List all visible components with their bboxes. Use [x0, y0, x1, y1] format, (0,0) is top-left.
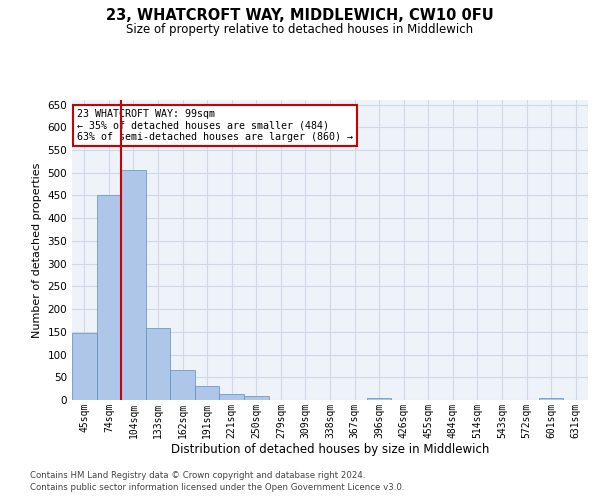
Bar [539, 398, 563, 400]
Bar [72, 333, 97, 400]
Bar [97, 196, 121, 400]
Text: Size of property relative to detached houses in Middlewich: Size of property relative to detached ho… [127, 22, 473, 36]
Bar [244, 396, 269, 400]
Bar [220, 394, 244, 400]
Text: 23, WHATCROFT WAY, MIDDLEWICH, CW10 0FU: 23, WHATCROFT WAY, MIDDLEWICH, CW10 0FU [106, 8, 494, 22]
Text: Contains public sector information licensed under the Open Government Licence v3: Contains public sector information licen… [30, 484, 404, 492]
Text: Contains HM Land Registry data © Crown copyright and database right 2024.: Contains HM Land Registry data © Crown c… [30, 471, 365, 480]
Bar [367, 398, 391, 400]
Y-axis label: Number of detached properties: Number of detached properties [32, 162, 42, 338]
Bar [121, 170, 146, 400]
Text: Distribution of detached houses by size in Middlewich: Distribution of detached houses by size … [171, 442, 489, 456]
Bar [146, 328, 170, 400]
Bar [195, 386, 220, 400]
Bar [170, 370, 195, 400]
Text: 23 WHATCROFT WAY: 99sqm
← 35% of detached houses are smaller (484)
63% of semi-d: 23 WHATCROFT WAY: 99sqm ← 35% of detache… [77, 109, 353, 142]
